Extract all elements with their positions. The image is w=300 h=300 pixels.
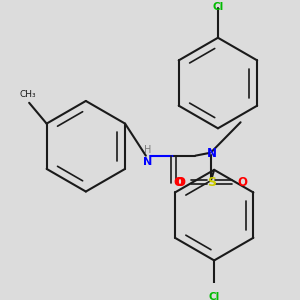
Text: H: H <box>144 145 152 155</box>
Text: Cl: Cl <box>212 2 224 12</box>
Text: S: S <box>207 176 216 189</box>
Text: O: O <box>237 176 247 189</box>
Text: O: O <box>174 176 184 189</box>
Text: CH₃: CH₃ <box>20 90 36 99</box>
Text: N: N <box>207 147 217 160</box>
Text: Cl: Cl <box>208 292 220 300</box>
Text: O: O <box>176 176 185 189</box>
Text: N: N <box>143 157 153 166</box>
